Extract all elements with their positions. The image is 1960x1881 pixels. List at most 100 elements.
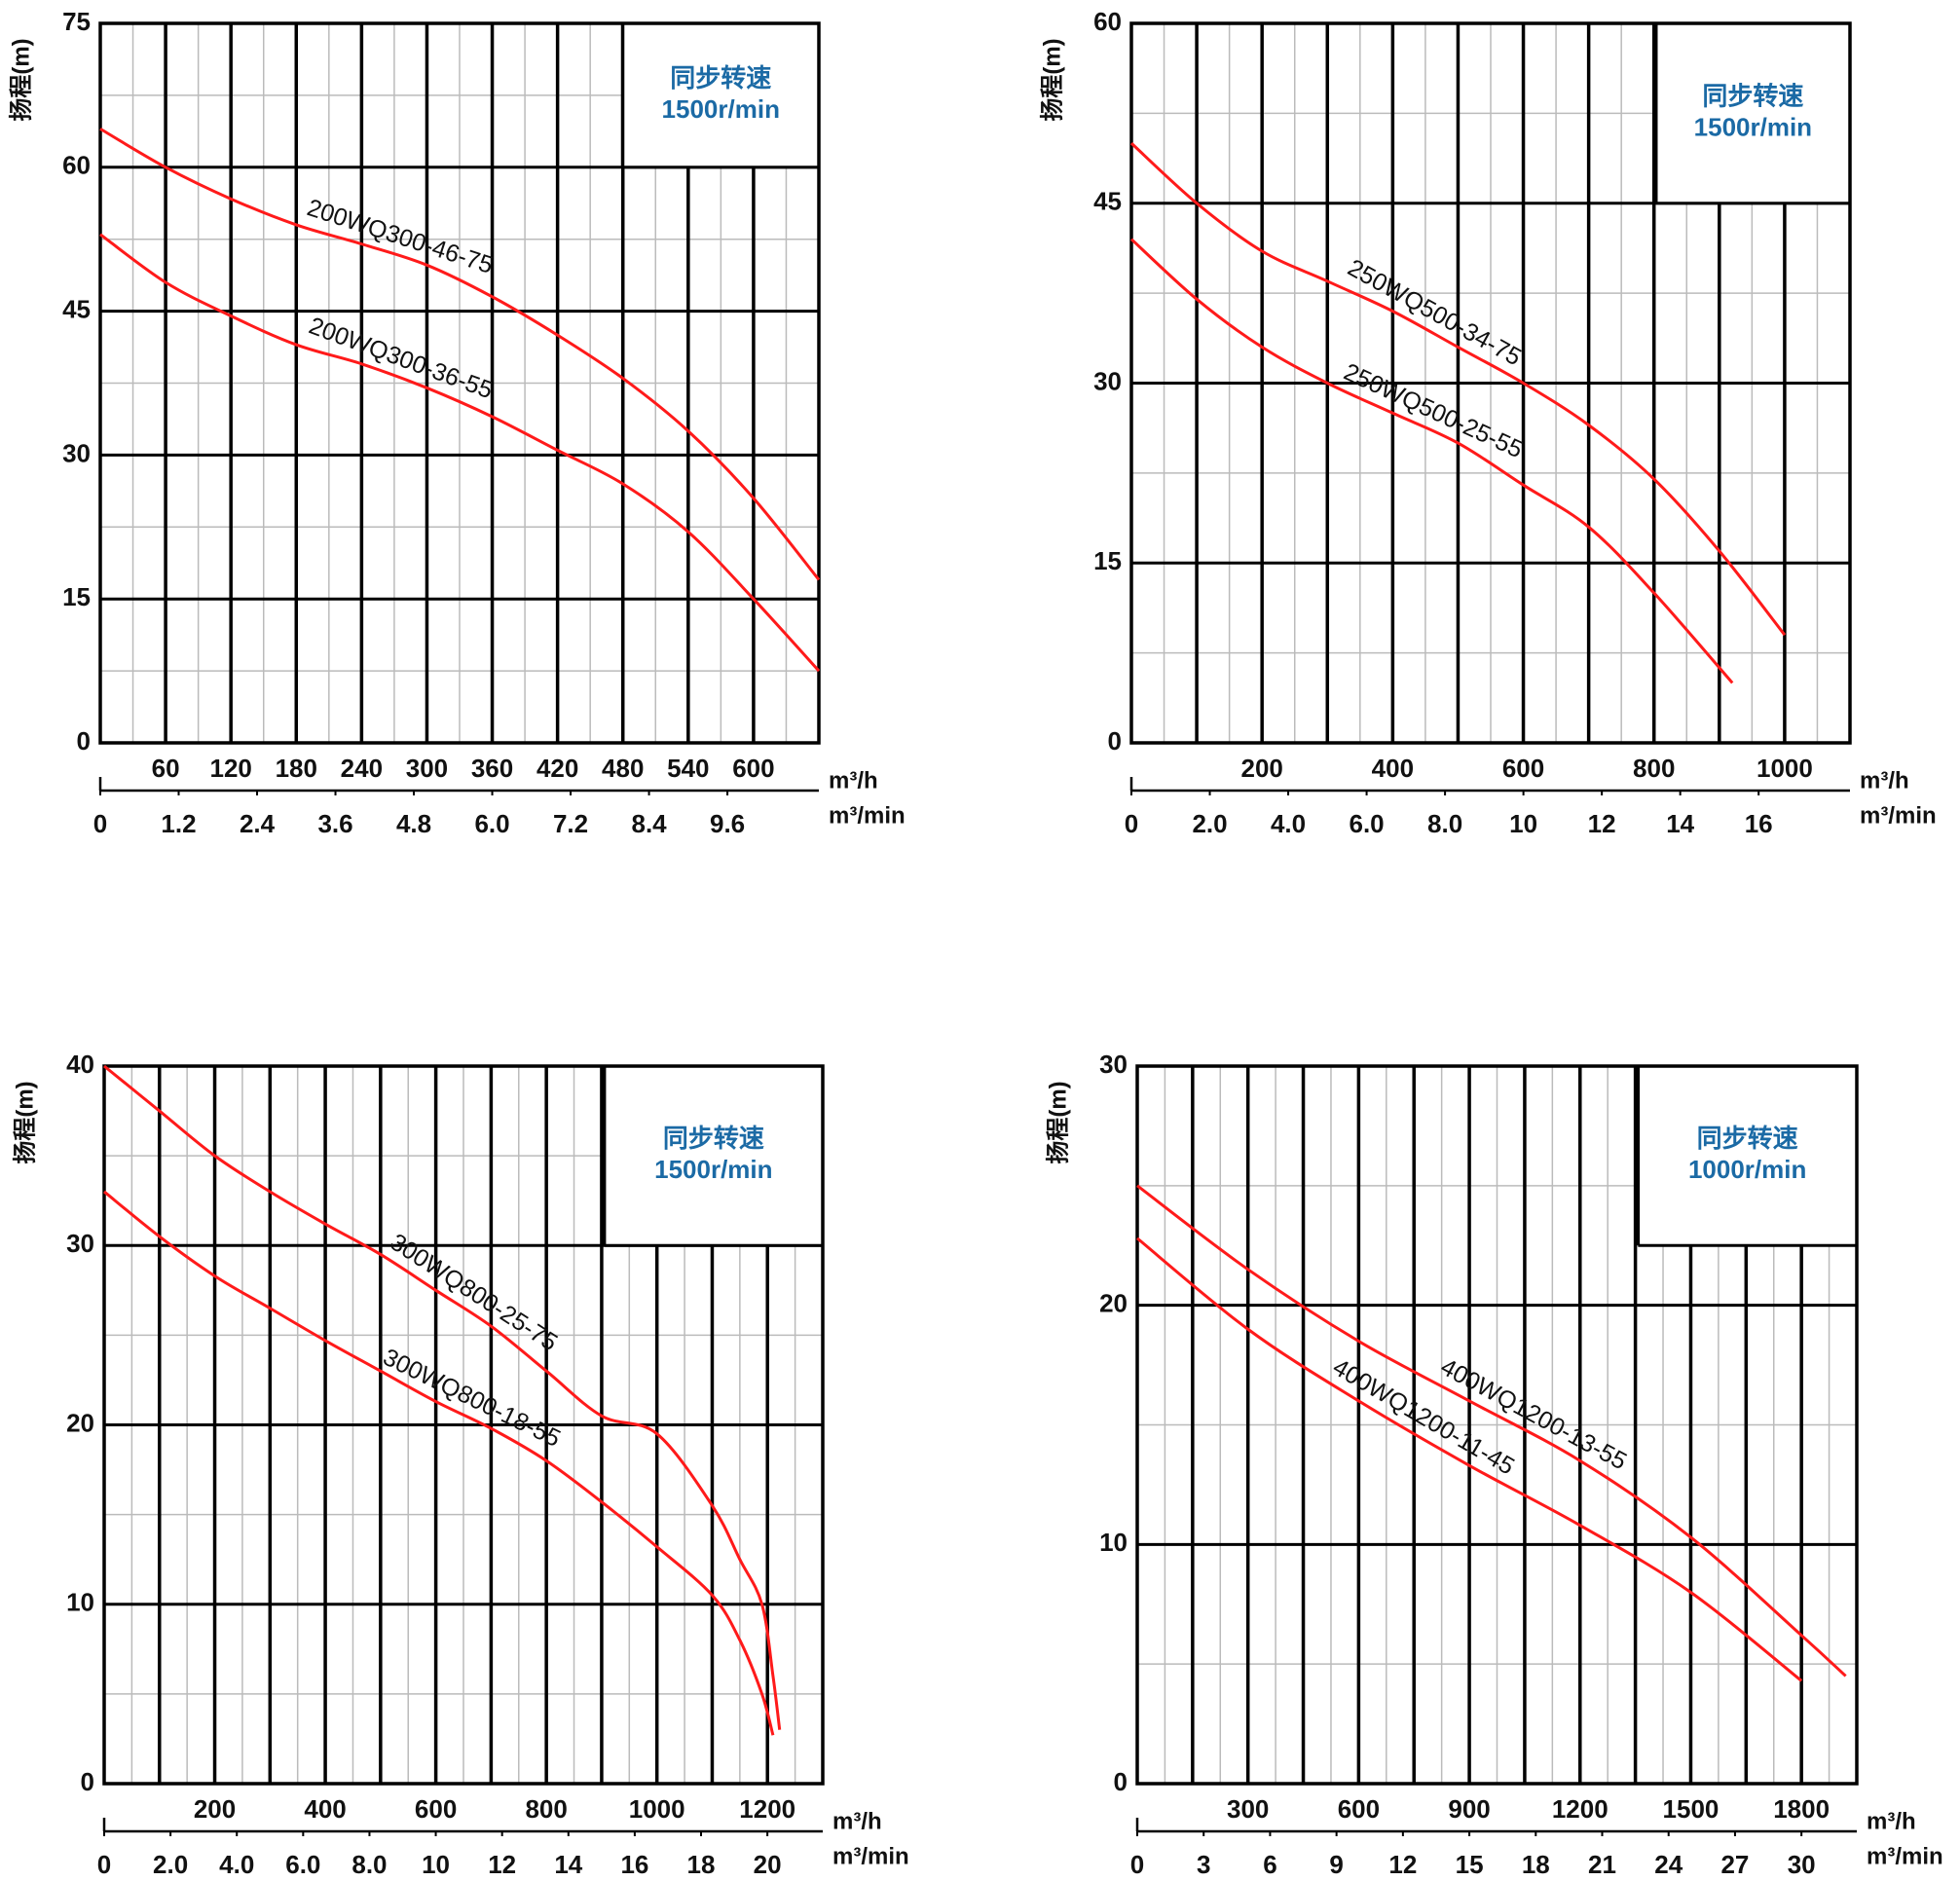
x2-tick-label: 6.0 — [1349, 809, 1384, 838]
series-line — [103, 1064, 782, 1730]
y-tick-label: 20 — [1099, 1289, 1128, 1318]
x2-unit: m³/min — [1867, 1843, 1943, 1869]
y-tick-label: 15 — [62, 582, 91, 611]
note-title: 同步转速 — [663, 1124, 764, 1153]
x2-tick-label: 16 — [620, 1850, 648, 1879]
y-tick-label: 60 — [62, 151, 91, 180]
plot-frame — [1135, 1064, 1859, 1786]
x2-tick-label: 8.4 — [631, 809, 667, 838]
y-tick-label: 30 — [62, 438, 91, 467]
x2-unit: m³/min — [832, 1843, 909, 1869]
x2-tick-label: 10 — [1509, 809, 1537, 838]
series-line — [99, 128, 821, 581]
note-box — [604, 1066, 823, 1246]
x-tick-label: 240 — [341, 754, 383, 783]
x2-tick-label: 3.6 — [317, 809, 352, 838]
x-tick-label: 540 — [667, 754, 709, 783]
note-speed: 1500r/min — [1694, 112, 1812, 141]
x-tick-label: 420 — [536, 754, 578, 783]
y-tick-label: 30 — [1093, 366, 1122, 395]
x-tick-label: 1500 — [1663, 1794, 1720, 1824]
x-tick-label: 1000 — [629, 1794, 685, 1824]
x-tick-label: 1800 — [1773, 1794, 1830, 1824]
x2-tick-label: 2.0 — [1192, 809, 1227, 838]
x-tick-label: 800 — [1633, 754, 1675, 783]
note-title: 同步转速 — [1702, 81, 1803, 110]
x2-tick-label: 9 — [1329, 1850, 1343, 1879]
x2-tick-label: 6.0 — [474, 809, 509, 838]
x-tick-label: 400 — [1372, 754, 1414, 783]
x2-tick-label: 10 — [422, 1850, 450, 1879]
x2-unit: m³/min — [1860, 802, 1937, 829]
x-tick-label: 800 — [525, 1794, 567, 1824]
note-speed: 1000r/min — [1688, 1155, 1806, 1184]
plot-frame — [98, 21, 821, 745]
x2-tick-label: 15 — [1456, 1850, 1484, 1879]
y-tick-label: 30 — [66, 1229, 94, 1258]
x2-tick-label: 18 — [1522, 1850, 1550, 1879]
y-tick-label: 10 — [66, 1588, 94, 1617]
x2-tick-label: 8.0 — [1427, 809, 1462, 838]
y-axis-label: 扬程(m) — [1045, 1081, 1071, 1163]
x2-tick-label: 4.8 — [396, 809, 431, 838]
y-axis-label: 扬程(m) — [1039, 38, 1065, 121]
x-tick-label: 180 — [276, 754, 317, 783]
y-tick-label: 0 — [81, 1767, 94, 1796]
series-line — [1136, 1236, 1803, 1682]
y-tick-label: 15 — [1093, 546, 1122, 575]
y-axis-label: 扬程(m) — [12, 1081, 38, 1163]
x2-tick-label: 0 — [1125, 809, 1138, 838]
series-label: 200WQ300-36-55 — [305, 313, 496, 405]
note-title: 同步转速 — [670, 63, 771, 92]
x2-tick-label: 21 — [1588, 1850, 1616, 1879]
x2-tick-label: 24 — [1654, 1850, 1683, 1879]
x-tick-label: 120 — [209, 754, 251, 783]
series-line — [1136, 1184, 1847, 1678]
note-box — [1655, 23, 1850, 203]
y-tick-label: 30 — [1099, 1050, 1128, 1079]
x2-tick-label: 1.2 — [161, 809, 196, 838]
x2-tick-label: 12 — [488, 1850, 516, 1879]
x-tick-label: 900 — [1448, 1794, 1490, 1824]
series-line — [103, 1190, 775, 1736]
plot-frame — [102, 1064, 825, 1786]
note-title: 同步转速 — [1697, 1124, 1798, 1153]
x2-tick-label: 6.0 — [285, 1850, 320, 1879]
x2-tick-label: 14 — [1666, 809, 1694, 838]
x2-tick-label: 7.2 — [553, 809, 588, 838]
y-tick-label: 0 — [1114, 1767, 1128, 1796]
note-box — [1638, 1066, 1857, 1246]
x-tick-label: 200 — [194, 1794, 236, 1824]
x-tick-label: 360 — [471, 754, 513, 783]
x2-tick-label: 2.4 — [240, 809, 276, 838]
series-label: 400WQ1200-11-45 — [1328, 1353, 1519, 1480]
x2-tick-label: 0 — [1130, 1850, 1144, 1879]
x-tick-label: 1000 — [1757, 754, 1813, 783]
y-tick-label: 20 — [66, 1408, 94, 1437]
series-label: 300WQ800-25-75 — [386, 1229, 563, 1357]
x-unit: m³/h — [829, 767, 878, 793]
x-unit: m³/h — [1860, 767, 1909, 793]
x2-tick-label: 0 — [97, 1850, 111, 1879]
x-tick-label: 480 — [602, 754, 644, 783]
series-label: 250WQ500-25-55 — [1340, 358, 1527, 463]
x-tick-label: 600 — [1338, 1794, 1380, 1824]
x2-tick-label: 14 — [554, 1850, 582, 1879]
x2-tick-label: 6 — [1263, 1850, 1276, 1879]
x-tick-label: 600 — [1502, 754, 1544, 783]
y-tick-label: 45 — [62, 294, 91, 323]
x-tick-label: 600 — [415, 1794, 457, 1824]
x2-tick-label: 12 — [1388, 1850, 1417, 1879]
series-line — [99, 233, 821, 673]
y-axis-label: 扬程(m) — [8, 38, 34, 121]
x2-tick-label: 16 — [1745, 809, 1773, 838]
note-speed: 1500r/min — [654, 1155, 772, 1184]
note-speed: 1500r/min — [662, 94, 780, 124]
x-tick-label: 400 — [304, 1794, 346, 1824]
x-tick-label: 1200 — [739, 1794, 795, 1824]
series-label: 250WQ500-34-75 — [1343, 254, 1526, 371]
x2-tick-label: 18 — [687, 1850, 716, 1879]
